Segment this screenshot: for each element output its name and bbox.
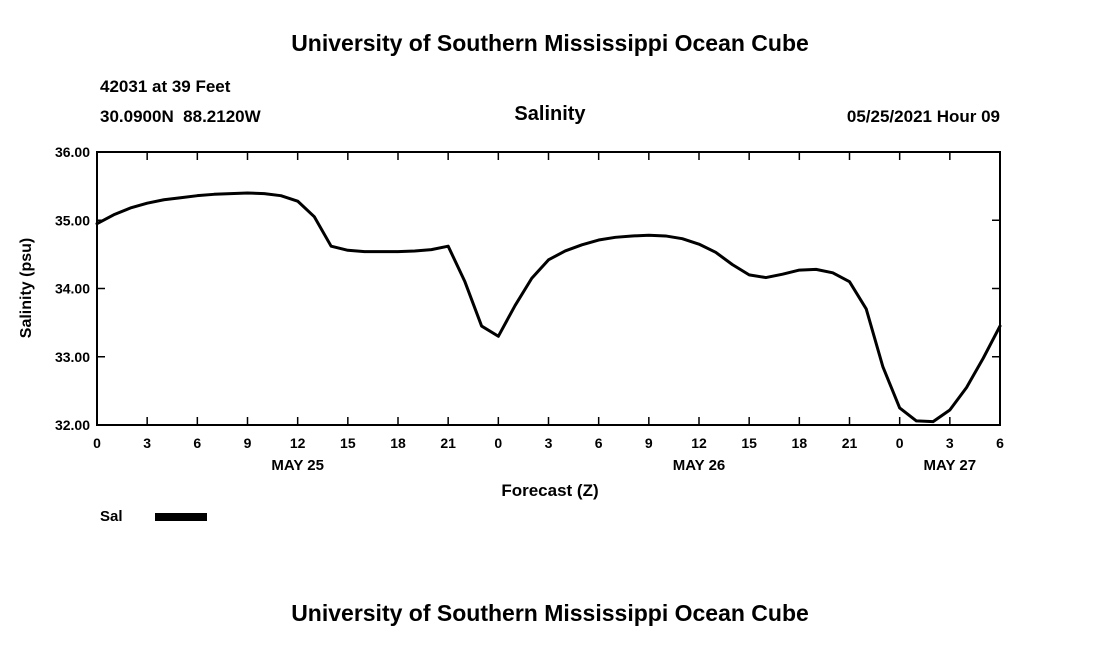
coordinates-label: 30.0900N 88.2120W [100,107,261,126]
x-tick-label: 0 [93,435,101,451]
x-tick-label: 15 [340,435,356,451]
salinity-series-line [95,191,1002,424]
x-tick-label: 18 [792,435,808,451]
x-tick-label: 21 [842,435,858,451]
date-label: MAY 25 [271,457,324,474]
x-tick-label: 15 [741,435,757,451]
legend: Sal [100,508,207,525]
x-tick-label: 0 [896,435,904,451]
y-axis-title: Salinity (psu) [18,237,35,339]
x-axis-title: Forecast (Z) [501,481,599,500]
x-tick-label: 6 [193,435,201,451]
x-tick-label: 21 [440,435,456,451]
run-time-label: 05/25/2021 Hour 09 [846,107,1000,126]
legend-label: Sal [100,508,123,525]
y-tick-label: 32.00 [55,417,90,433]
x-tick-label: 3 [946,435,954,451]
date-label: MAY 27 [924,457,977,474]
x-tick-label: 18 [390,435,406,451]
y-tick-label: 34.00 [55,281,90,297]
y-tick-label: 33.00 [55,349,90,365]
plot-title: Salinity [514,103,586,125]
legend-line-swatch [154,512,207,521]
page-title: University of Southern Mississippi Ocean… [291,30,809,56]
y-tick-label: 35.00 [55,212,90,228]
x-tick-label: 3 [143,435,151,451]
x-tick-label: 9 [244,435,252,451]
x-tick-label: 6 [996,435,1004,451]
station-label: 42031 at 39 Feet [100,77,231,96]
x-tick-label: 6 [595,435,603,451]
footer-title: University of Southern Mississippi Ocean… [291,600,809,626]
x-tick-label: 12 [290,435,306,451]
x-tick-label: 9 [645,435,653,451]
x-tick-label: 0 [494,435,502,451]
x-tick-label: 3 [545,435,553,451]
x-tick-label: 12 [691,435,707,451]
y-tick-label: 36.00 [55,144,90,160]
date-label: MAY 26 [673,457,726,474]
